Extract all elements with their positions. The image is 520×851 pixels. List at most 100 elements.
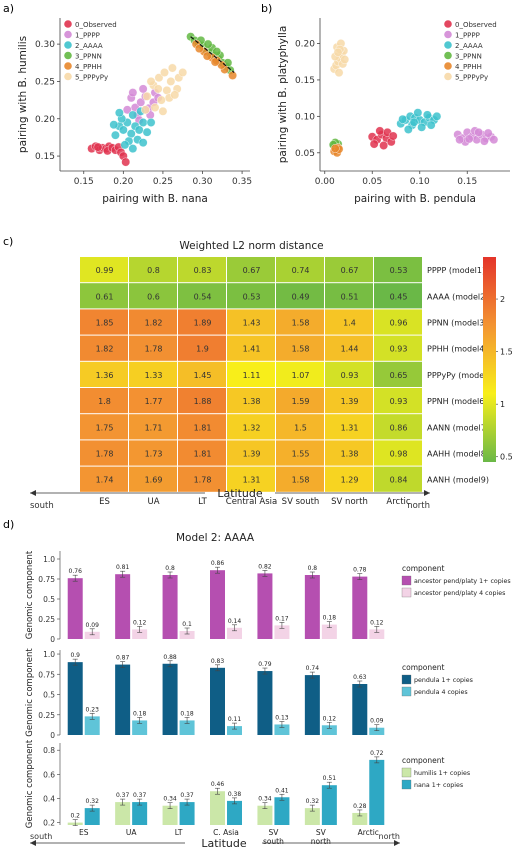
- data-point: [160, 68, 169, 77]
- legend: 0_Observed 1_PPPP 2_AAAA 3_PPNN 4_PPHH 5_PPPy…: [64, 20, 117, 82]
- bar-value-label: 0.37: [180, 792, 194, 799]
- category-label-line: SV: [316, 828, 327, 837]
- bar-value-label: 0.28: [353, 803, 367, 810]
- data-point: [138, 118, 148, 127]
- x-tick-label: 0.00: [315, 177, 335, 187]
- heatmap-cell-value: 1.11: [243, 371, 261, 380]
- heatmap-row-label: AANH (model9): [427, 476, 489, 485]
- data-point: [134, 125, 144, 135]
- bar-value-label: 0.34: [163, 796, 177, 803]
- heatmap-cell-value: 1.73: [145, 450, 163, 459]
- heatmap-cell-value: 1.31: [243, 476, 261, 485]
- data-point: [142, 91, 152, 101]
- series-5_PPPyPy: [141, 63, 188, 116]
- x-axis-label: pairing with B. nana: [102, 193, 208, 205]
- data-point: [340, 55, 350, 64]
- bar-value-label: 0.12: [133, 619, 147, 626]
- heatmap-cell-value: 1.5: [294, 423, 307, 432]
- data-point: [417, 122, 427, 132]
- heatmap-cell-value: 0.49: [292, 292, 310, 301]
- heatmap-cell-value: 1.4: [343, 319, 356, 328]
- heatmap-cell-value: 0.93: [341, 371, 359, 380]
- direction-north: north: [407, 501, 430, 511]
- heatmap-cell-value: 1.78: [145, 345, 163, 354]
- panel-label-b: b): [261, 2, 272, 15]
- heatmap-cell: [374, 257, 422, 283]
- latitude-arrowhead-left: [30, 840, 36, 846]
- heatmap-column-label: SV north: [331, 497, 368, 507]
- bar: [257, 671, 273, 735]
- data-point: [483, 128, 493, 138]
- heatmap-cell-value: 0.98: [390, 450, 408, 459]
- bar: [257, 573, 273, 639]
- heatmap-cell-value: 1.31: [341, 423, 359, 432]
- data-point: [375, 126, 385, 136]
- legend-swatch: [64, 51, 72, 60]
- data-point: [122, 105, 132, 115]
- y-tick-label: 0.25: [38, 615, 55, 624]
- data-point: [114, 108, 124, 118]
- bar-value-label: 0.8: [308, 565, 318, 572]
- legend-swatch: [401, 779, 412, 790]
- bar: [352, 812, 368, 825]
- x-tick-label: 0.15: [457, 177, 477, 187]
- heatmap-cell: [227, 440, 275, 466]
- heatmap-cell-value: 1.43: [243, 319, 261, 328]
- heatmap-cell-value: 1.78: [194, 476, 212, 485]
- heatmap-cell: [80, 388, 128, 414]
- category-label: LT: [175, 828, 183, 837]
- heatmap-cell-value: 1.58: [292, 345, 310, 354]
- legend-label: 3_PPNN: [455, 53, 482, 61]
- heatmap-cell: [80, 283, 128, 309]
- bar: [304, 575, 320, 639]
- bar: [162, 663, 178, 735]
- bar: [179, 631, 195, 639]
- heatmap-cell-value: 1.71: [145, 423, 163, 432]
- heatmap-cell: [178, 361, 226, 387]
- series-1_PPPP: [453, 126, 499, 147]
- heatmap-cell-value: 0.93: [390, 345, 408, 354]
- heatmap-cell-value: 0.99: [96, 266, 114, 275]
- heatmap-cell: [276, 414, 324, 440]
- bar-value-label: 0.72: [370, 750, 384, 757]
- heatmap-cell-value: 0.54: [194, 292, 212, 301]
- heatmap-cell: [129, 335, 177, 361]
- heatmap-cell: [374, 414, 422, 440]
- data-point: [158, 106, 168, 116]
- heatmap-column-label: SV south: [282, 497, 320, 507]
- data-point: [464, 134, 474, 144]
- legend-label: pendula 1+ copies: [414, 677, 473, 684]
- heatmap-cell: [227, 309, 275, 335]
- data-point: [128, 144, 138, 154]
- bar-value-label: 0.12: [323, 715, 337, 722]
- heatmap-cell: [325, 283, 373, 309]
- legend-title: component: [402, 564, 444, 573]
- heatmap-cell-value: 1.07: [292, 371, 310, 380]
- heatmap-cell: [325, 335, 373, 361]
- heatmap-cell: [374, 388, 422, 414]
- bar: [352, 684, 368, 735]
- bar: [321, 725, 337, 735]
- bar-value-label: 0.32: [86, 798, 100, 805]
- heatmap-cell-value: 1.41: [243, 345, 261, 354]
- heatmap-cell: [374, 335, 422, 361]
- data-point: [212, 47, 222, 56]
- data-point: [153, 84, 163, 94]
- scatter-panel-b: 0.00 0.05 0.10 0.15 0.05 0.10 0.15 0.20 pairing …: [277, 18, 510, 205]
- bar: [274, 724, 290, 735]
- heatmap-cell-value: 0.86: [390, 423, 408, 432]
- category-label: UA: [126, 828, 137, 837]
- legend-title: component: [402, 756, 444, 765]
- bar-value-label: 0.78: [353, 567, 367, 574]
- bar-value-label: 0.81: [116, 564, 130, 571]
- data-point: [194, 44, 204, 53]
- data-point: [146, 77, 156, 86]
- bar-value-label: 0.41: [275, 787, 289, 794]
- y-tick-label: 0: [50, 635, 55, 644]
- bar-value-label: 0.14: [228, 618, 242, 625]
- heatmap-cell: [276, 335, 324, 361]
- x-tick-label: 0.10: [410, 177, 430, 187]
- legend-label: pendula 4 copies: [414, 689, 468, 696]
- latitude-label: Latitude: [201, 837, 247, 850]
- x-tick-label: 0.20: [113, 177, 133, 187]
